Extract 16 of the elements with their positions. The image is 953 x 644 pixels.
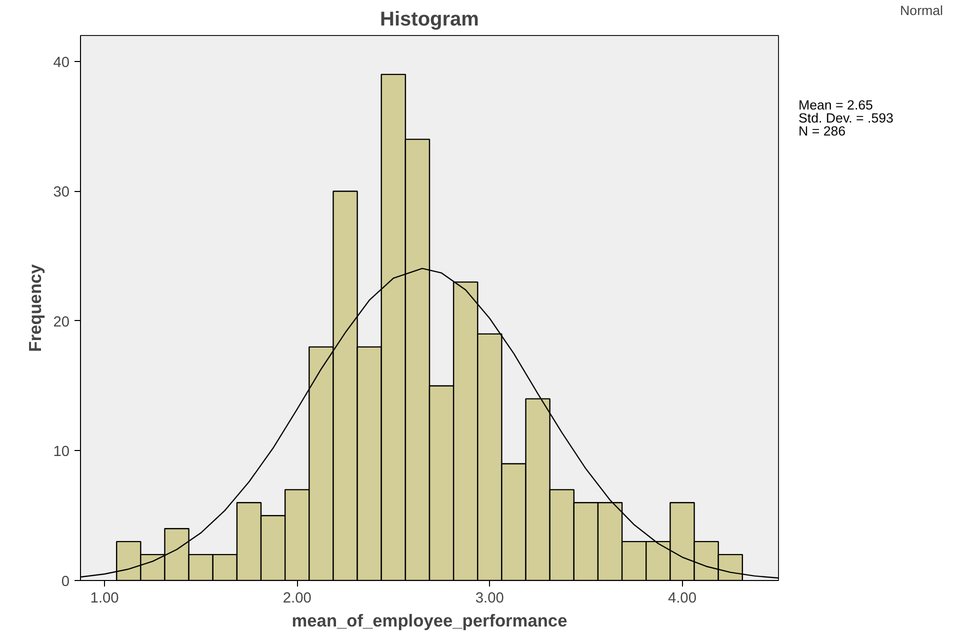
y-tick-label: 20 bbox=[53, 314, 70, 330]
y-tick-label: 30 bbox=[53, 184, 70, 201]
y-axis-title: Frequency bbox=[25, 264, 46, 352]
text: Mean = 2.65 bbox=[798, 98, 873, 112]
y-tick-label: 0 bbox=[61, 574, 70, 590]
y-tick-label: 40 bbox=[53, 54, 70, 71]
text: Normal bbox=[900, 2, 943, 18]
text: Std. Dev. = .593 bbox=[798, 110, 894, 126]
x-tick-label: 3.00 bbox=[475, 590, 504, 606]
x-tick-label: 4.00 bbox=[668, 590, 696, 606]
x-axis-title: mean_of_employee_performance bbox=[292, 610, 568, 630]
x-tick-label: 2.00 bbox=[282, 590, 312, 606]
text: N = 286 bbox=[798, 124, 846, 138]
y-tick-label: 10 bbox=[53, 444, 70, 460]
x-tick-label: 1.00 bbox=[90, 590, 119, 606]
chart-title: Histogram bbox=[380, 8, 479, 30]
